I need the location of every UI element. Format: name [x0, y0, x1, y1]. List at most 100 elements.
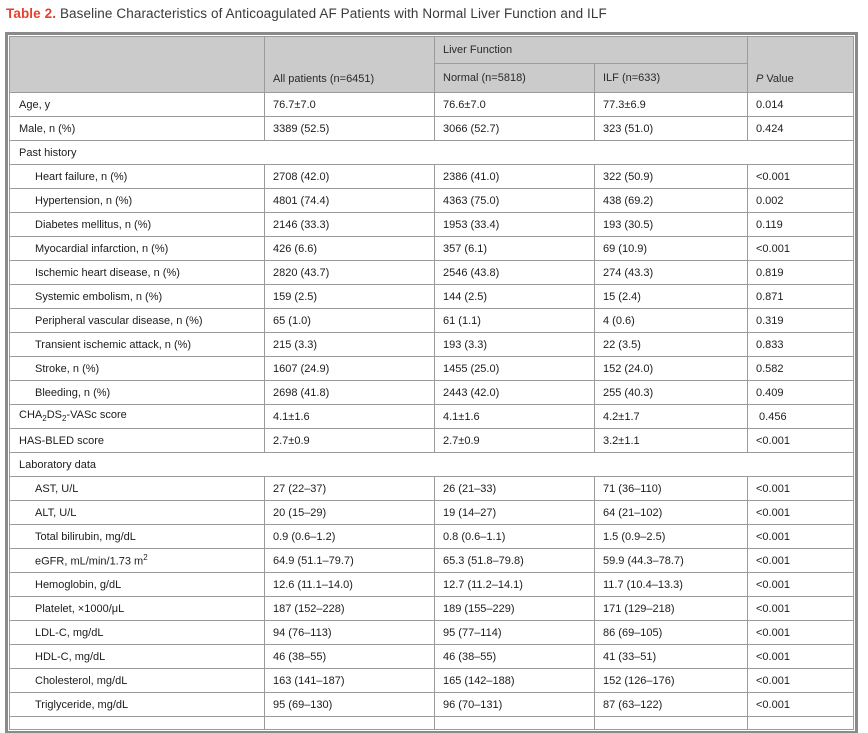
row-label: HDL-C, mg/dL [9, 644, 265, 669]
cell-normal: 1455 (25.0) [434, 356, 595, 381]
cell-p-value: <0.001 [747, 524, 854, 549]
cell-ilf: 77.3±6.9 [594, 92, 748, 117]
cell-p-value: <0.001 [747, 236, 854, 261]
cell-all-patients: 12.6 (11.1–14.0) [264, 572, 435, 597]
clipped-cell [747, 716, 854, 730]
cell-normal: 96 (70–131) [434, 692, 595, 717]
cell-normal: 46 (38–55) [434, 644, 595, 669]
cell-normal: 19 (14–27) [434, 500, 595, 525]
row-label: Cholesterol, mg/dL [9, 668, 265, 693]
cell-p-value: 0.014 [747, 92, 854, 117]
cell-normal: 61 (1.1) [434, 308, 595, 333]
table-row: ALT, U/L 20 (15–29) 19 (14–27) 64 (21–102) <… [9, 500, 854, 525]
section-row: Laboratory data [9, 452, 854, 477]
cell-ilf: 193 (30.5) [594, 212, 748, 237]
row-label: CHA2DS2-VASc score [9, 404, 265, 429]
cell-ilf: 171 (129–218) [594, 596, 748, 621]
cell-ilf: 22 (3.5) [594, 332, 748, 357]
row-label: AST, U/L [9, 476, 265, 501]
cell-all-patients: 4.1±1.6 [264, 404, 435, 429]
cell-normal: 189 (155–229) [434, 596, 595, 621]
cell-normal: 95 (77–114) [434, 620, 595, 645]
cell-ilf: 11.7 (10.4–13.3) [594, 572, 748, 597]
table-container: All patients (n=6451) Liver Function P V… [5, 32, 858, 733]
cell-normal: 193 (3.3) [434, 332, 595, 357]
table-row: Stroke, n (%) 1607 (24.9) 1455 (25.0) 152 (… [9, 356, 854, 381]
cell-p-value: <0.001 [747, 572, 854, 597]
section-label: Past history [9, 140, 854, 165]
row-label: Hypertension, n (%) [9, 188, 265, 213]
cell-normal: 3066 (52.7) [434, 116, 595, 141]
cell-all-patients: 94 (76–113) [264, 620, 435, 645]
cell-all-patients: 2146 (33.3) [264, 212, 435, 237]
table-row: Total bilirubin, mg/dL 0.9 (0.6–1.2) 0.8 (… [9, 524, 854, 549]
clipped-cell [434, 716, 595, 730]
table-row: Systemic embolism, n (%) 159 (2.5) 144 (2.… [9, 284, 854, 309]
row-label: LDL-C, mg/dL [9, 620, 265, 645]
row-label: Age, y [9, 92, 265, 117]
row-label: Bleeding, n (%) [9, 380, 265, 405]
cell-ilf: 41 (33–51) [594, 644, 748, 669]
cell-all-patients: 76.7±7.0 [264, 92, 435, 117]
clipped-cell [264, 716, 435, 730]
table-number: Table 2. [6, 6, 57, 21]
cell-normal: 2386 (41.0) [434, 164, 595, 189]
table-row: eGFR, mL/min/1.73 m2 64.9 (51.1–79.7) 65.3… [9, 548, 854, 573]
cell-p-value: 0.319 [747, 308, 854, 333]
cell-normal: 1953 (33.4) [434, 212, 595, 237]
table-row: Male, n (%) 3389 (52.5) 3066 (52.7) 323 (51… [9, 116, 854, 141]
cell-p-value: 0.871 [747, 284, 854, 309]
row-label: Systemic embolism, n (%) [9, 284, 265, 309]
cell-p-value: <0.001 [747, 500, 854, 525]
cell-p-value: 0.819 [747, 260, 854, 285]
table-row: Triglyceride, mg/dL 95 (69–130) 96 (70–131… [9, 692, 854, 717]
row-label: Total bilirubin, mg/dL [9, 524, 265, 549]
row-label: Myocardial infarction, n (%) [9, 236, 265, 261]
cell-ilf: 1.5 (0.9–2.5) [594, 524, 748, 549]
row-label: Male, n (%) [9, 116, 265, 141]
row-label: eGFR, mL/min/1.73 m2 [9, 548, 265, 573]
clipped-row [9, 716, 854, 730]
header-empty-cell [9, 36, 265, 93]
table-row: Hemoglobin, g/dL 12.6 (11.1–14.0) 12.7 (11… [9, 572, 854, 597]
cell-p-value: 0.456 [747, 404, 854, 429]
table-body: Age, y 76.7±7.0 76.6±7.0 77.3±6.9 0.014 Male,… [9, 92, 854, 730]
cell-all-patients: 187 (152–228) [264, 596, 435, 621]
cell-p-value: 0.119 [747, 212, 854, 237]
cell-ilf: 71 (36–110) [594, 476, 748, 501]
section-row: Past history [9, 140, 854, 165]
row-label: Platelet, ×1000/μL [9, 596, 265, 621]
cell-all-patients: 64.9 (51.1–79.7) [264, 548, 435, 573]
cell-p-value: 0.409 [747, 380, 854, 405]
cell-all-patients: 2820 (43.7) [264, 260, 435, 285]
table-row: Myocardial infarction, n (%) 426 (6.6) 357… [9, 236, 854, 261]
header-all-patients: All patients (n=6451) [264, 36, 435, 93]
table-row: Hypertension, n (%) 4801 (74.4) 4363 (75.0… [9, 188, 854, 213]
table-row: Heart failure, n (%) 2708 (42.0) 2386 (41.… [9, 164, 854, 189]
table-row: CHA2DS2-VASc score 4.1±1.6 4.1±1.6 4.2±1.7 … [9, 404, 854, 429]
row-label: Transient ischemic attack, n (%) [9, 332, 265, 357]
table-row: Diabetes mellitus, n (%) 2146 (33.3) 1953 … [9, 212, 854, 237]
cell-ilf: 87 (63–122) [594, 692, 748, 717]
cell-ilf: 322 (50.9) [594, 164, 748, 189]
row-label: Heart failure, n (%) [9, 164, 265, 189]
row-label: Hemoglobin, g/dL [9, 572, 265, 597]
table-row: Cholesterol, mg/dL 163 (141–187) 165 (142–… [9, 668, 854, 693]
table-header: All patients (n=6451) Liver Function P V… [9, 36, 854, 93]
header-normal: Normal (n=5818) [434, 63, 595, 93]
row-label: HAS-BLED score [9, 428, 265, 453]
cell-ilf: 86 (69–105) [594, 620, 748, 645]
table-title-text: Baseline Characteristics of Anticoagulat… [59, 6, 607, 21]
cell-all-patients: 0.9 (0.6–1.2) [264, 524, 435, 549]
cell-ilf: 152 (126–176) [594, 668, 748, 693]
header-p-value: P Value [747, 36, 854, 93]
row-label: Diabetes mellitus, n (%) [9, 212, 265, 237]
clipped-cell [9, 716, 265, 730]
cell-ilf: 4 (0.6) [594, 308, 748, 333]
row-label: Triglyceride, mg/dL [9, 692, 265, 717]
table-row: Platelet, ×1000/μL 187 (152–228) 189 (155–… [9, 596, 854, 621]
table-row: HDL-C, mg/dL 46 (38–55) 46 (38–55) 41 (33–5… [9, 644, 854, 669]
cell-normal: 76.6±7.0 [434, 92, 595, 117]
cell-ilf: 323 (51.0) [594, 116, 748, 141]
